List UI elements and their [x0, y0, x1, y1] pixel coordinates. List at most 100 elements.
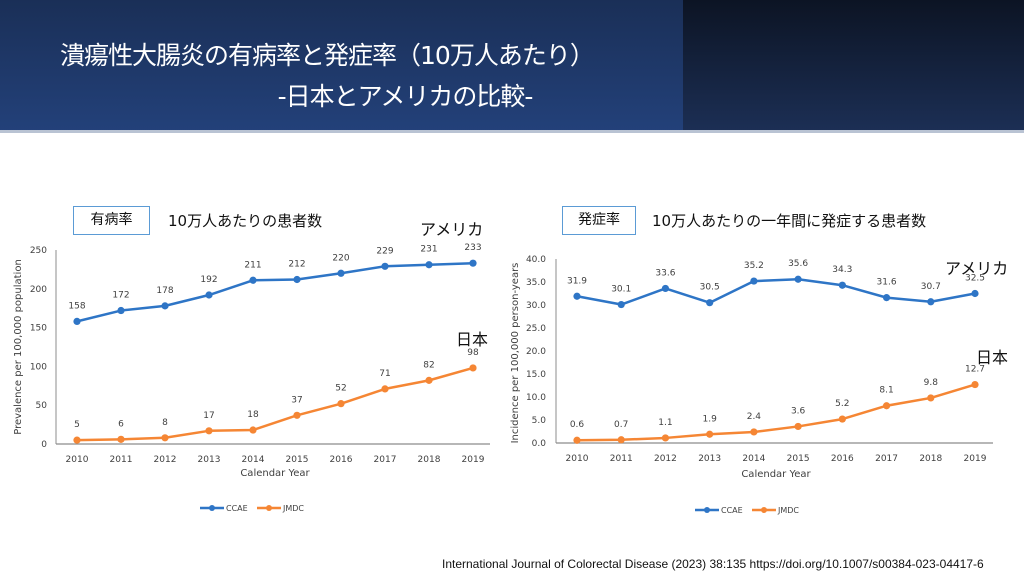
incidence-jmdc-data-label: 12.7: [965, 365, 985, 375]
prevalence-y-axis-title: Prevalence per 100,000 population: [13, 259, 24, 435]
incidence-y-tick-label: 0.0: [532, 439, 547, 449]
incidence-ccae-point: [794, 275, 802, 283]
incidence-y-tick-label: 15.0: [526, 370, 546, 380]
prevalence-jmdc-data-label: 18: [247, 410, 259, 420]
prevalence-jmdc-data-label: 98: [467, 348, 479, 358]
incidence-jmdc-point: [882, 402, 891, 410]
prevalence-y-tick-label: 200: [30, 285, 47, 295]
prevalence-x-tick-label: 2016: [330, 455, 353, 465]
incidence-ccae-data-label: 35.2: [744, 261, 764, 271]
prevalence-ccae-data-label: 192: [200, 275, 217, 285]
citation: International Journal of Colorectal Dise…: [442, 557, 984, 571]
prevalence-jmdc-data-label: 37: [291, 395, 302, 405]
prevalence-legend-ccae-label: CCAE: [226, 504, 248, 513]
prevalence-ccae-point: [117, 306, 125, 315]
incidence-ccae-point: [838, 281, 846, 289]
prevalence-ccae-point: [425, 261, 433, 269]
prevalence-jmdc-point: [249, 426, 257, 434]
incidence-ccae-data-label: 31.6: [877, 278, 897, 288]
prevalence-label-us: アメリカ: [420, 220, 484, 239]
incidence-legend-jmdc-label: JMDC: [777, 506, 799, 515]
prevalence-jmdc-data-label: 17: [203, 411, 214, 421]
incidence-x-tick-label: 2016: [831, 454, 854, 464]
prevalence-jmdc-point: [161, 434, 169, 442]
prevalence-ccae-data-label: 231: [420, 245, 437, 255]
prevalence-ccae-point: [205, 291, 213, 299]
prevalence-jmdc-data-label: 52: [335, 384, 346, 394]
prevalence-ccae-point: [337, 269, 345, 277]
incidence-y-tick-label: 5.0: [532, 416, 547, 426]
incidence-y-tick-label: 40.0: [526, 255, 546, 265]
prevalence-legend-ccae-marker: [209, 505, 215, 511]
prevalence-ccae-point: [73, 317, 81, 325]
incidence-jmdc-data-label: 8.1: [879, 386, 893, 396]
incidence-ccae-point: [927, 298, 935, 306]
prevalence-jmdc-data-label: 82: [423, 360, 434, 370]
prevalence-jmdc-data-label: 71: [379, 369, 390, 379]
incidence-jmdc-point: [794, 422, 802, 431]
prevalence-legend-jmdc-label: JMDC: [282, 504, 304, 513]
prevalence-jmdc-point: [337, 400, 345, 408]
incidence-x-tick-label: 2013: [698, 454, 721, 464]
prevalence-x-tick-label: 2017: [374, 455, 397, 465]
prevalence-x-tick-label: 2014: [242, 455, 265, 465]
prevalence-ccae-data-label: 229: [376, 246, 393, 256]
incidence-x-tick-label: 2019: [964, 454, 987, 464]
incidence-ccae-point: [573, 292, 581, 300]
prevalence-jmdc-point: [73, 436, 81, 444]
incidence-ccae-data-label: 33.6: [655, 268, 675, 278]
incidence-jmdc-point: [706, 430, 714, 438]
prevalence-ccae-data-label: 158: [68, 301, 85, 311]
incidence-jmdc-point: [927, 394, 935, 402]
incidence-label-us: アメリカ: [945, 259, 1009, 278]
incidence-y-tick-label: 20.0: [526, 347, 546, 357]
incidence-x-tick-label: 2018: [919, 454, 942, 464]
prevalence-jmdc-data-label: 5: [74, 420, 80, 430]
incidence-jmdc-point: [750, 428, 758, 436]
incidence-x-tick-label: 2015: [787, 454, 810, 464]
prevalence-subtitle: 10万人あたりの患者数: [168, 212, 323, 230]
prevalence-x-axis-title: Calendar Year: [240, 468, 310, 479]
prevalence-series-ccae-line: [76, 261, 474, 323]
incidence-ccae-point: [706, 299, 714, 307]
incidence-ccae-point: [882, 294, 891, 302]
incidence-jmdc-point: [617, 436, 625, 444]
incidence-series-jmdc-line: [576, 383, 976, 442]
prevalence-jmdc-point: [293, 411, 301, 419]
prevalence-x-tick-label: 2015: [286, 455, 309, 465]
incidence-y-axis-title: Incidence per 100,000 person-years: [510, 263, 521, 444]
prevalence-x-tick-label: 2013: [198, 455, 221, 465]
prevalence-ccae-data-label: 178: [156, 286, 173, 296]
prevalence-x-tick-label: 2019: [462, 455, 485, 465]
prevalence-y-tick-label: 0: [41, 440, 47, 450]
incidence-jmdc-data-label: 0.7: [614, 420, 628, 430]
prevalence-jmdc-point: [425, 376, 433, 384]
prevalence-tag: 有病率: [73, 206, 150, 235]
prevalence-y-tick-label: 50: [36, 401, 48, 411]
incidence-ccae-data-label: 31.9: [567, 276, 587, 286]
incidence-tag: 発症率: [562, 206, 636, 235]
incidence-jmdc-data-label: 1.1: [658, 418, 672, 428]
incidence-jmdc-data-label: 2.4: [747, 412, 762, 422]
incidence-x-tick-label: 2012: [654, 454, 677, 464]
incidence-x-tick-label: 2011: [610, 454, 633, 464]
prevalence-ccae-point: [469, 259, 477, 267]
incidence-subtitle: 10万人あたりの一年間に発症する患者数: [652, 212, 927, 230]
incidence-ccae-data-label: 34.3: [832, 265, 852, 275]
prevalence-jmdc-point: [381, 385, 389, 393]
prevalence-x-tick-label: 2010: [66, 455, 89, 465]
incidence-x-tick-label: 2014: [742, 454, 765, 464]
prevalence-ccae-point: [161, 302, 169, 310]
prevalence-x-tick-label: 2011: [110, 455, 133, 465]
prevalence-x-tick-label: 2012: [154, 455, 177, 465]
prevalence-jmdc-data-label: 8: [162, 418, 168, 428]
incidence-ccae-data-label: 30.1: [611, 285, 631, 295]
incidence-jmdc-point: [661, 434, 670, 442]
incidence-jmdc-data-label: 9.8: [924, 378, 939, 388]
prevalence-ccae-data-label: 172: [112, 291, 129, 301]
prevalence-y-tick-label: 250: [30, 246, 47, 256]
incidence-x-axis-title: Calendar Year: [741, 469, 811, 480]
incidence-jmdc-point: [971, 380, 979, 389]
incidence-jmdc-data-label: 1.9: [703, 414, 718, 424]
